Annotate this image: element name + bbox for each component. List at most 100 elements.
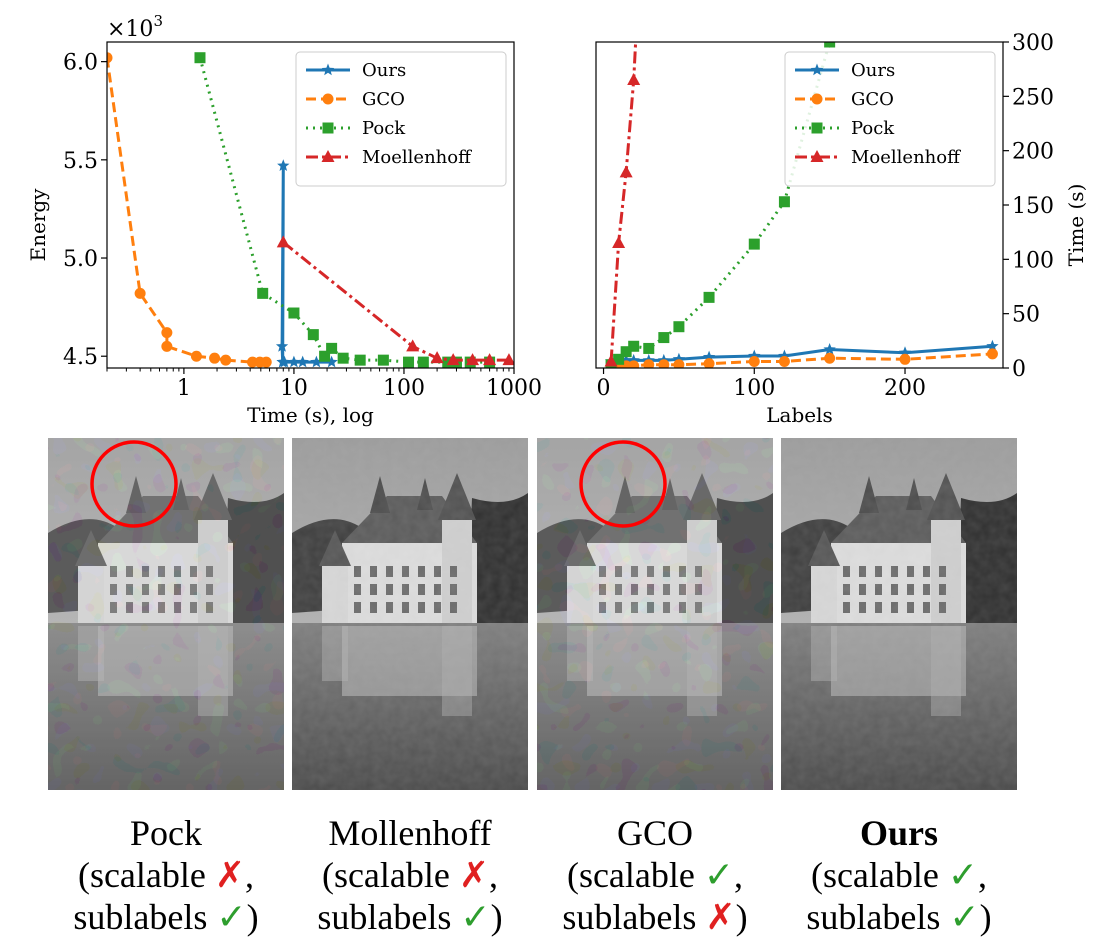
data-point-pock [354, 354, 366, 366]
x-tick-label: 100 [383, 376, 425, 401]
series-moellenhoff [604, 42, 641, 367]
legend-entry-ours: Ours [795, 60, 895, 81]
legend: Ours GCO Pock Moellenhoff [295, 51, 507, 187]
x-tick-label: 1000 [486, 376, 542, 401]
data-point-gco [748, 355, 760, 367]
highlight-circle [90, 440, 178, 528]
data-point-pock [703, 291, 715, 303]
data-point-pock [778, 196, 790, 208]
cross-mark-icon: ✗ [705, 897, 736, 937]
y-tick-label: 100 [1012, 248, 1054, 273]
result-image-gco [537, 438, 773, 790]
data-point-pock [620, 346, 632, 358]
data-point-moellenhoff [406, 339, 420, 352]
scalable-line: (scalable ✗, [321, 855, 499, 895]
data-point-pock [658, 332, 670, 344]
data-point-moellenhoff [466, 353, 480, 366]
sublabels-line: sublabels ✓) [317, 897, 503, 937]
x-axis-label: Labels [766, 403, 833, 427]
legend-marker [322, 93, 334, 105]
legend-marker [322, 122, 334, 134]
data-point-pock [628, 340, 640, 352]
data-point-moellenhoff [627, 73, 641, 86]
legend-entry-moellenhoff: Moellenhoff [306, 147, 472, 168]
x-tick-label: 0 [597, 376, 611, 401]
data-point-pock [824, 42, 836, 48]
legend-marker [810, 63, 824, 76]
data-point-ours [823, 343, 836, 355]
legend-label: Pock [362, 118, 406, 139]
y-tick-label: 150 [1012, 194, 1054, 219]
data-point-gco [899, 353, 911, 365]
y-tick-label: 6.0 [63, 51, 98, 76]
cross-mark-icon: ✗ [214, 855, 246, 895]
check-mark-icon: ✓ [460, 897, 491, 937]
data-point-pock [257, 287, 269, 299]
data-point-gco [703, 358, 715, 368]
data-point-moellenhoff [483, 353, 497, 366]
caption-ours: Ours (scalable ✓, sublabels ✓) [774, 812, 1024, 938]
data-point-ours [287, 355, 301, 368]
data-point-gco [161, 340, 173, 352]
method-name: Ours [859, 813, 938, 853]
data-point-pock [319, 350, 331, 362]
legend-box [784, 51, 996, 187]
x-axis-label: Time (s), log [247, 403, 374, 427]
data-point-ours [296, 355, 309, 368]
data-point-gco [628, 360, 640, 368]
data-point-gco [778, 355, 790, 367]
x-tick-label: 200 [884, 376, 926, 401]
caption-mollenhoff: Mollenhoff (scalable ✗, sublabels ✓) [285, 812, 535, 938]
legend-entry-moellenhoff: Moellenhoff [795, 147, 961, 168]
plot-area [604, 42, 999, 368]
legend-marker [321, 63, 335, 76]
data-point-moellenhoff [446, 353, 460, 366]
scalable-line: (scalable ✓, [566, 855, 744, 895]
series-pock [605, 42, 836, 368]
legend-entry-ours: Ours [306, 60, 406, 81]
data-point-moellenhoff [604, 354, 618, 367]
sublabels-line: sublabels ✓) [806, 897, 992, 937]
legend-label: Ours [851, 60, 895, 81]
data-point-ours [898, 346, 912, 358]
data-point-ours [275, 339, 289, 352]
data-point-pock [417, 356, 429, 368]
y-multiplier-label: ×103 [107, 12, 163, 42]
legend-entry-pock: Pock [795, 118, 895, 139]
legend-label: Moellenhoff [362, 147, 472, 168]
data-point-gco [658, 359, 670, 368]
legend-label: Ours [362, 60, 406, 81]
cross-mark-icon: ✗ [458, 855, 490, 895]
data-point-pock [643, 342, 655, 354]
legend: Ours GCO Pock Moellenhoff [784, 51, 996, 187]
data-point-pock [288, 307, 300, 319]
data-point-pock [442, 356, 454, 368]
data-point-ours [672, 352, 686, 365]
legend-entry-pock: Pock [306, 118, 406, 139]
series-gco [107, 52, 272, 368]
result-image-mollenhoff [292, 438, 528, 790]
highlight-circle [579, 440, 667, 528]
data-point-pock [403, 356, 415, 368]
sublabels-line: sublabels ✗) [562, 897, 748, 937]
data-point-gco [673, 359, 685, 368]
data-point-gco [260, 356, 272, 368]
data-point-gco [220, 354, 232, 366]
y-tick-label: 250 [1012, 85, 1054, 110]
series-line-moellenhoff [609, 42, 638, 362]
data-point-moellenhoff [430, 351, 444, 364]
data-point-pock [748, 238, 760, 250]
data-point-moellenhoff [502, 353, 514, 366]
data-point-gco [134, 287, 146, 299]
check-mark-icon: ✓ [947, 855, 979, 895]
series-ours [275, 159, 338, 368]
method-name: Mollenhoff [328, 813, 492, 853]
y-tick-label: 50 [1012, 303, 1040, 328]
series-line-pock [610, 42, 832, 366]
legend-entry-gco: GCO [306, 89, 405, 110]
data-point-gco [824, 352, 836, 364]
scalable-line: (scalable ✓, [810, 855, 988, 895]
x-tick-label: 1 [177, 376, 191, 401]
legend-label: GCO [362, 89, 405, 110]
